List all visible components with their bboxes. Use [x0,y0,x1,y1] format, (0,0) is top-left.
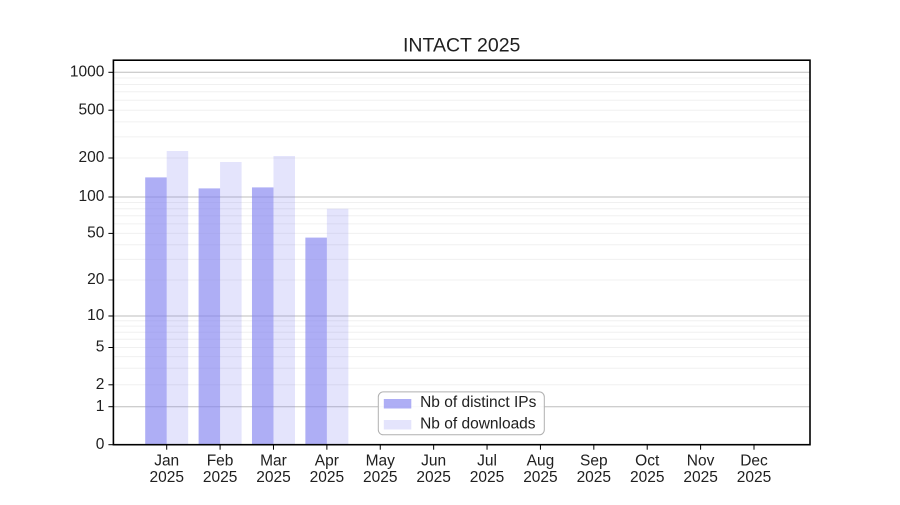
svg-text:2025: 2025 [203,469,237,486]
svg-text:2025: 2025 [256,469,290,486]
svg-text:Jul: Jul [477,453,497,470]
svg-text:Nov: Nov [687,453,715,470]
svg-text:50: 50 [87,225,105,242]
svg-text:Nb of downloads: Nb of downloads [420,416,536,433]
svg-text:Apr: Apr [315,453,339,470]
svg-text:200: 200 [79,149,105,166]
svg-text:2025: 2025 [149,469,183,486]
svg-text:2: 2 [96,376,105,393]
svg-text:1: 1 [96,398,105,415]
svg-text:Dec: Dec [740,453,768,470]
svg-text:100: 100 [79,188,105,205]
svg-text:2025: 2025 [577,469,611,486]
svg-text:10: 10 [87,307,105,324]
svg-text:2025: 2025 [737,469,771,486]
svg-text:2025: 2025 [523,469,557,486]
svg-text:May: May [366,453,396,470]
svg-text:2025: 2025 [470,469,504,486]
svg-text:2025: 2025 [416,469,450,486]
svg-text:Feb: Feb [207,453,234,470]
svg-text:2025: 2025 [683,469,717,486]
svg-text:Aug: Aug [527,453,555,470]
svg-text:500: 500 [79,101,105,118]
svg-text:1000: 1000 [70,64,105,81]
svg-text:2025: 2025 [310,469,344,486]
svg-text:Mar: Mar [260,453,287,470]
svg-text:2025: 2025 [630,469,664,486]
svg-text:0: 0 [96,436,105,453]
svg-text:Sep: Sep [580,453,608,470]
svg-text:Oct: Oct [635,453,660,470]
svg-text:Nb of distinct IPs: Nb of distinct IPs [420,394,537,411]
svg-text:Jan: Jan [154,453,179,470]
svg-text:5: 5 [96,339,105,356]
svg-text:20: 20 [87,271,105,288]
svg-text:Jun: Jun [421,453,446,470]
svg-text:2025: 2025 [363,469,397,486]
svg-text:INTACT 2025: INTACT 2025 [403,35,521,57]
